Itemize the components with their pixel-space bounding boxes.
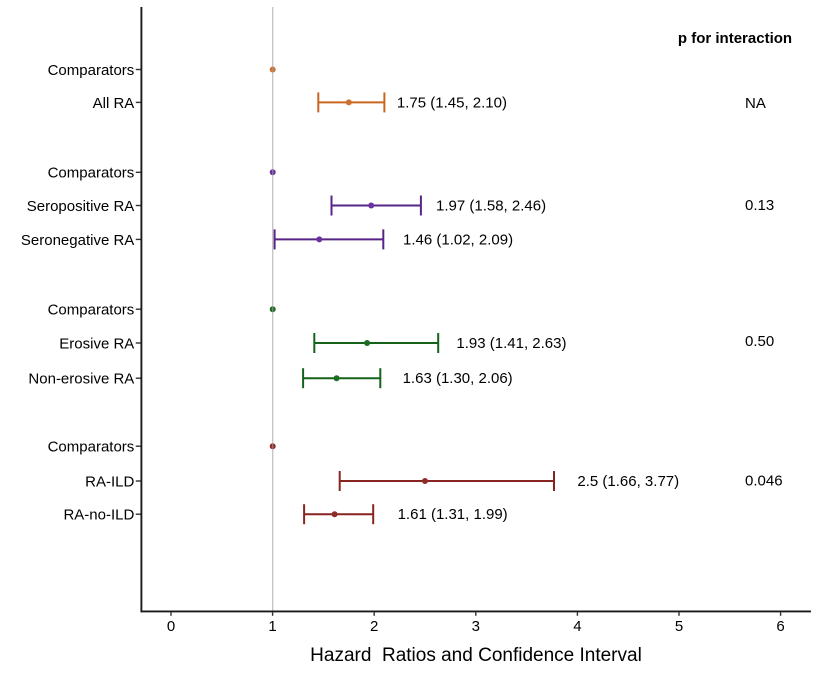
svg-text:0.046: 0.046 (745, 472, 783, 489)
svg-text:Comparators: Comparators (48, 165, 135, 182)
svg-text:RA-ILD: RA-ILD (85, 473, 134, 490)
svg-text:3: 3 (472, 618, 480, 635)
svg-text:1.61 (1.31, 1.99): 1.61 (1.31, 1.99) (398, 506, 508, 523)
svg-text:2.5 (1.66, 3.77): 2.5 (1.66, 3.77) (577, 473, 679, 490)
svg-text:0.13: 0.13 (745, 197, 774, 214)
svg-text:Seronegative RA: Seronegative RA (21, 232, 134, 249)
svg-text:1.75 (1.45, 2.10): 1.75 (1.45, 2.10) (397, 94, 507, 111)
svg-text:1.63 (1.30, 2.06): 1.63 (1.30, 2.06) (403, 370, 513, 387)
svg-text:0.50: 0.50 (745, 333, 774, 350)
svg-text:Non-erosive RA: Non-erosive RA (28, 371, 134, 388)
svg-text:Comparators: Comparators (48, 439, 135, 456)
svg-text:0: 0 (167, 618, 175, 635)
svg-text:4: 4 (573, 618, 581, 635)
svg-text:Seropositive RA: Seropositive RA (27, 198, 135, 215)
svg-text:Comparators: Comparators (48, 302, 135, 319)
svg-text:NA: NA (745, 95, 766, 112)
svg-text:2: 2 (370, 618, 378, 635)
svg-text:1.93 (1.41, 2.63): 1.93 (1.41, 2.63) (456, 335, 566, 352)
svg-text:p for interaction: p for interaction (678, 30, 792, 47)
svg-text:6: 6 (776, 618, 784, 635)
svg-text:1.46 (1.02, 2.09): 1.46 (1.02, 2.09) (403, 231, 513, 248)
svg-text:1: 1 (268, 618, 276, 635)
svg-text:All RA: All RA (93, 95, 135, 112)
svg-text:Erosive RA: Erosive RA (59, 335, 134, 352)
svg-text:Comparators: Comparators (48, 62, 135, 79)
svg-text:Hazard Ratios and Confidence: Hazard Ratios and Confidence Interval (310, 645, 642, 666)
svg-text:5: 5 (675, 618, 683, 635)
svg-text:RA-no-ILD: RA-no-ILD (63, 507, 134, 524)
svg-text:1.97 (1.58, 2.46): 1.97 (1.58, 2.46) (436, 198, 546, 215)
